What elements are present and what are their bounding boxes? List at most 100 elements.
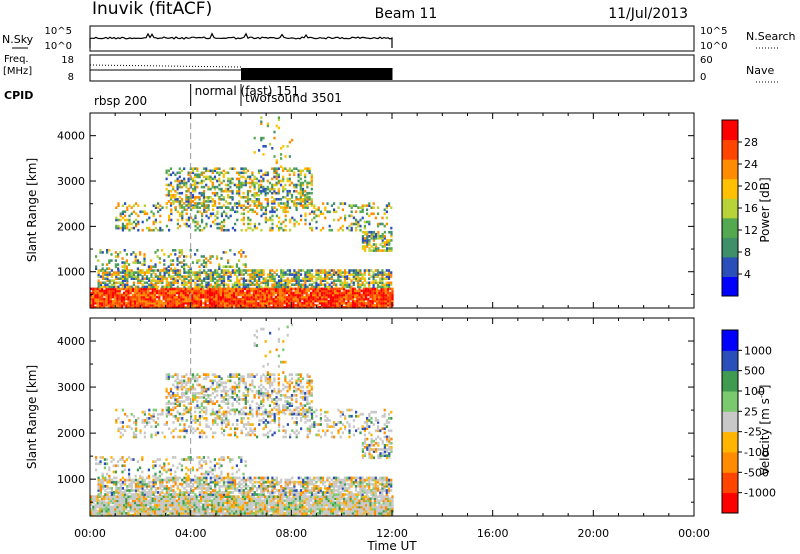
heatmap-cell [191,169,195,173]
heatmap-cell [248,507,251,511]
heatmap-cell [94,297,97,301]
heatmap-cell [156,291,159,295]
heatmap-cell [171,295,174,299]
heatmap-cell [373,505,376,509]
heatmap-cell [175,499,178,503]
freq-label: Freq. [4,54,29,65]
heatmap-cell [319,212,322,216]
heatmap-cell [152,285,155,289]
heatmap-cell [230,503,233,507]
heatmap-cell [169,253,172,256]
heatmap-cell [341,202,344,205]
heatmap-cell [255,513,258,517]
heatmap-cell [317,271,320,274]
heatmap-cell [373,291,376,295]
heatmap-cell [275,285,278,289]
heatmap-cell [239,497,242,501]
heatmap-cell [97,487,100,490]
heatmap-cell [215,297,218,301]
heatmap-cell [236,281,239,285]
heatmap-cell [218,222,221,226]
heatmap-cell [304,167,307,170]
heatmap-cell [217,295,220,299]
heatmap-cell [273,210,276,214]
heatmap-cell [227,193,230,197]
heatmap-cell [288,289,291,293]
heatmap-cell [136,293,139,297]
heatmap-cell [180,306,183,309]
heatmap-cell [248,295,251,299]
heatmap-cell [382,509,385,513]
heatmap-cell [127,287,130,291]
heatmap-cell [200,202,203,205]
heatmap-cell [381,275,384,278]
heatmap-cell [323,495,326,498]
heatmap-cell [113,281,116,285]
heatmap-cell [101,505,104,509]
heatmap-cell [315,285,318,289]
heatmap-cell [233,501,236,505]
heatmap-cell [307,299,310,303]
heatmap-cell [156,279,160,282]
heatmap-cell [183,179,186,183]
heatmap-cell [115,226,118,230]
heatmap-cell [318,503,321,507]
heatmap-cell [312,513,315,517]
heatmap-cell [336,509,339,513]
heatmap-cell [178,301,181,305]
heatmap-cell [234,222,237,226]
heatmap-cell [171,306,174,309]
heatmap-cell [183,259,186,262]
heatmap-cell [167,265,170,268]
heatmap-cell [316,289,319,293]
heatmap-cell [194,189,197,193]
heatmap-cell [132,226,135,230]
heatmap-cell [224,499,227,503]
heatmap-cell [299,513,302,517]
heatmap-cell [293,277,296,280]
heatmap-cell [386,239,389,242]
heatmap-cell [121,257,124,260]
heatmap-cell [384,297,387,301]
heatmap-cell [316,306,319,309]
heatmap-cell [153,503,156,507]
heatmap-cell [137,279,140,282]
heatmap-cell [127,297,130,301]
heatmap-cell [106,275,109,278]
heatmap-cell [285,287,288,291]
heatmap-cell [328,228,331,232]
heatmap-cell [165,267,168,270]
heatmap-cell [288,167,291,170]
heatmap-cell [147,306,150,309]
heatmap-cell [153,509,156,513]
heatmap-cell [257,303,260,307]
heatmap-cell [266,503,269,507]
heatmap-cell [205,283,208,287]
heatmap-cell [264,281,267,285]
heatmap-cell [370,230,373,234]
heatmap-cell [170,275,173,278]
heatmap-cell [310,509,313,513]
heatmap-cell [340,495,343,498]
heatmap-cell [369,287,372,291]
heatmap-cell [156,306,159,309]
heatmap-cell [194,179,197,183]
heatmap-cell [115,206,118,209]
heatmap-cell [228,501,231,505]
heatmap-cell [280,283,283,287]
heatmap-cell [158,497,161,501]
heatmap-cell [270,299,273,303]
heatmap-cell [286,189,289,193]
heatmap-cell [176,183,179,187]
cpid-label-text: normal (fast) 151 [195,84,299,98]
heatmap-cell [114,255,117,258]
heatmap-cell [293,185,296,189]
heatmap-cell [376,301,379,305]
heatmap-cell [362,306,365,309]
heatmap-cell [220,212,223,216]
heatmap-cell [204,495,207,498]
heatmap-cell [368,271,371,274]
heatmap-cell [375,235,378,238]
heatmap-cell [171,499,174,503]
heatmap-cell [385,216,388,220]
